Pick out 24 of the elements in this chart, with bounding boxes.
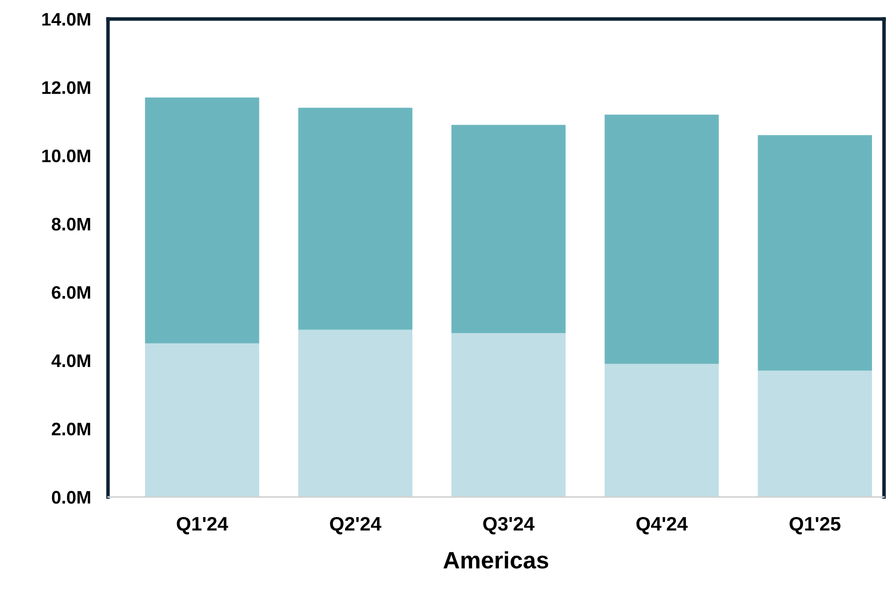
bar: [298, 330, 412, 497]
bar: [758, 370, 872, 497]
bar: [604, 364, 719, 497]
x-tick-label: Q2'24: [330, 516, 382, 534]
y-tick-label: 8.0M: [52, 218, 90, 231]
y-tick-label: 2.0M: [52, 422, 90, 436]
y-tick-label: 14.0M: [42, 12, 90, 26]
bar: [145, 343, 260, 497]
y-tick-label: 10.0M: [42, 150, 90, 162]
bar: [758, 135, 872, 371]
x-tick-label: Q3'24: [483, 516, 535, 534]
y-tick-label: 6.0M: [52, 286, 90, 299]
bar: [451, 333, 566, 497]
bar: [451, 124, 566, 334]
bar: [145, 98, 260, 344]
x-tick-label: Q1'24: [176, 516, 228, 534]
y-tick-label: 0.0M: [52, 490, 90, 504]
x-tick-label: Q4'24: [636, 516, 688, 534]
y-tick-label: 4.0M: [51, 354, 90, 368]
bar: [604, 114, 719, 364]
y-tick-label: 12.0M: [42, 81, 90, 94]
bar: [298, 108, 412, 330]
x-tick-label: Q1'25: [790, 516, 840, 534]
x-axis-title: Americas: [443, 551, 548, 569]
